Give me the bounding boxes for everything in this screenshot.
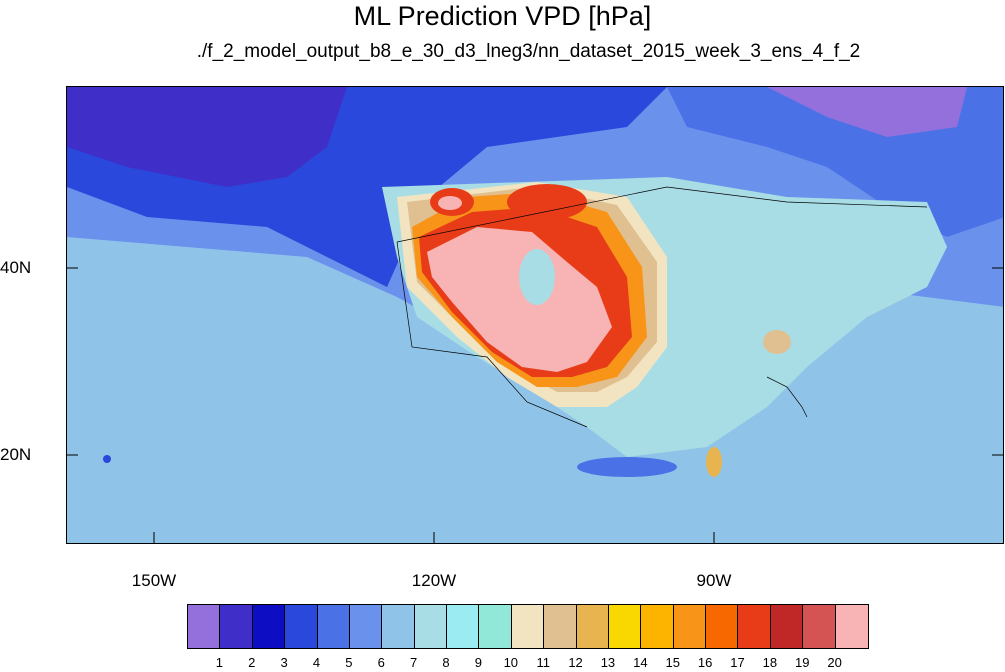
colorbar-swatch-17 xyxy=(706,605,739,648)
lat-label-40n: 40N xyxy=(0,258,32,277)
colorbar-label-8: 8 xyxy=(442,655,450,670)
colorbar-swatch-13 xyxy=(576,605,609,648)
rockies-cool-pocket xyxy=(519,249,555,305)
colorbar-label-20: 20 xyxy=(827,655,842,670)
axis-ticks xyxy=(66,267,1004,544)
colorbar-label-4: 4 xyxy=(312,655,321,670)
colorbar xyxy=(187,604,869,649)
colorbar-swatch-1 xyxy=(188,605,221,648)
colorbar-swatch-16 xyxy=(673,605,706,648)
hot-peak-region xyxy=(427,227,612,372)
colorbar-swatch-11 xyxy=(511,605,545,648)
yucatan-warm-patch xyxy=(706,447,722,477)
colorbar-label-16: 16 xyxy=(697,655,713,670)
colorbar-label-17: 17 xyxy=(730,655,745,670)
colorbar-labels: 1 2 3 4 5 6 7 8 9 10 11 12 13 14 15 16 17 18 19 20 xyxy=(187,656,867,672)
colorbar-label-9: 9 xyxy=(474,655,483,670)
colorbar-swatch-2 xyxy=(220,605,253,648)
us-border-line xyxy=(396,186,928,428)
colorbar-swatch-7 xyxy=(382,605,415,648)
colorbar-label-5: 5 xyxy=(345,655,353,670)
map-subtitle: ./f_2_model_output_b8_e_30_d3_lneg3/nn_d… xyxy=(196,41,861,62)
vpd-field-map xyxy=(67,87,1003,543)
lon-label-120w: 120W xyxy=(411,571,457,590)
colorbar-swatch-18 xyxy=(738,605,771,648)
hawaii-island xyxy=(103,455,111,463)
southeast-warm-patch xyxy=(763,330,791,354)
colorbar-swatch-5 xyxy=(317,605,350,648)
colorbar-label-13: 13 xyxy=(600,655,616,670)
colorbar-swatch-21 xyxy=(835,605,868,648)
colorbar-label-12: 12 xyxy=(568,655,583,670)
map-title: ML Prediction VPD [hPa] xyxy=(353,1,652,31)
colorbar-label-1: 1 xyxy=(215,655,223,670)
lon-label-150w: 150W xyxy=(131,571,177,590)
colorbar-swatch-6 xyxy=(349,605,383,648)
colorbar-label-7: 7 xyxy=(410,655,418,670)
colorbar-swatch-12 xyxy=(544,605,577,648)
lat-label-20n: 20N xyxy=(0,445,32,464)
northwest-peak xyxy=(438,196,462,210)
colorbar-swatch-3 xyxy=(252,605,286,648)
colorbar-swatch-9 xyxy=(447,605,480,648)
colorbar-label-3: 3 xyxy=(280,655,288,670)
colorbar-label-19: 19 xyxy=(795,655,810,670)
florida-outline xyxy=(766,376,808,418)
colorbar-label-10: 10 xyxy=(503,655,519,670)
north-deep-patch xyxy=(767,87,967,137)
colorbar-label-15: 15 xyxy=(665,655,680,670)
colorbar-label-14: 14 xyxy=(633,655,648,670)
colorbar-swatch-14 xyxy=(608,605,642,648)
colorbar-label-11: 11 xyxy=(536,655,550,670)
colorbar-swatch-15 xyxy=(641,605,674,648)
colorbar-swatch-8 xyxy=(414,605,447,648)
colorbar-label-18: 18 xyxy=(762,655,778,670)
ocean-band-deep xyxy=(67,87,347,187)
colorbar-label-2: 2 xyxy=(248,655,256,670)
colorbar-swatch-19 xyxy=(770,605,804,648)
mexico-blue-patch xyxy=(577,457,677,477)
colorbar-label-6: 6 xyxy=(377,655,385,670)
montana-hot-spot xyxy=(507,184,587,220)
colorbar-swatch-20 xyxy=(803,605,836,648)
colorbar-swatch-10 xyxy=(479,605,512,648)
lon-label-90w: 90W xyxy=(696,571,732,590)
map-panel xyxy=(66,86,1004,544)
colorbar-swatch-4 xyxy=(285,605,318,648)
